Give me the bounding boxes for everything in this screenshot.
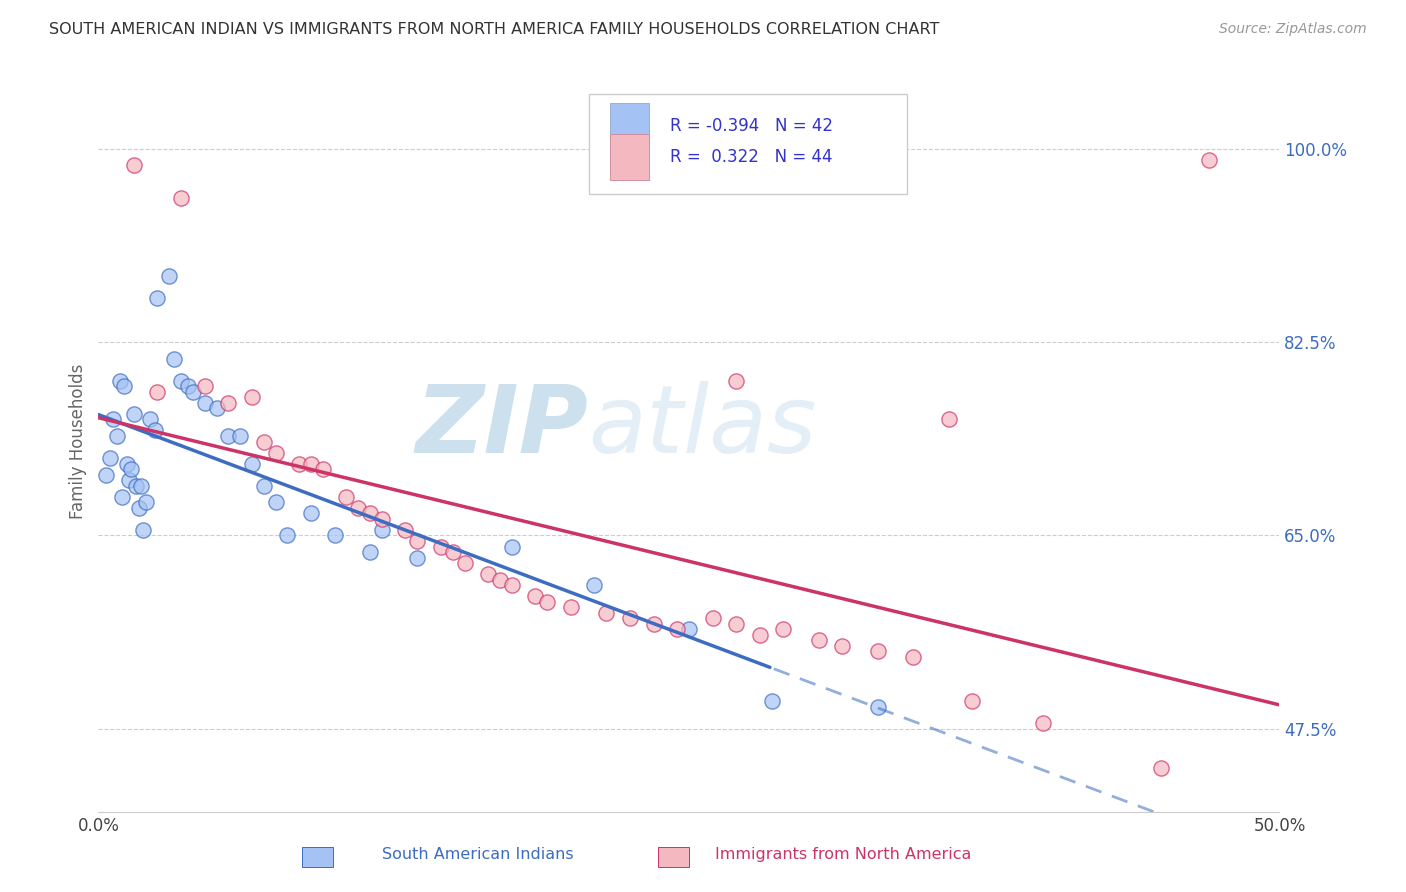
- Point: [1032, 716, 1054, 731]
- Point: [725, 616, 748, 631]
- Point: [501, 578, 523, 592]
- Text: atlas: atlas: [589, 381, 817, 472]
- Point: [371, 523, 394, 537]
- Point: [94, 467, 117, 482]
- Point: [406, 533, 429, 548]
- Text: R =  0.322   N = 44: R = 0.322 N = 44: [671, 148, 832, 166]
- Text: SOUTH AMERICAN INDIAN VS IMMIGRANTS FROM NORTH AMERICA FAMILY HOUSEHOLDS CORRELA: SOUTH AMERICAN INDIAN VS IMMIGRANTS FROM…: [49, 22, 939, 37]
- Point: [128, 500, 150, 515]
- Point: [135, 495, 157, 509]
- Point: [702, 611, 724, 625]
- Point: [524, 589, 547, 603]
- Point: [430, 540, 453, 554]
- Point: [101, 412, 124, 426]
- Point: [1150, 760, 1173, 774]
- Text: Immigrants from North America: Immigrants from North America: [716, 847, 972, 862]
- Point: [240, 390, 263, 404]
- Point: [253, 434, 276, 449]
- Point: [129, 479, 152, 493]
- Point: [181, 384, 204, 399]
- Point: [583, 578, 606, 592]
- Point: [761, 694, 783, 708]
- Point: [536, 595, 558, 609]
- Point: [105, 429, 128, 443]
- Point: [170, 374, 193, 388]
- Point: [477, 567, 499, 582]
- Point: [170, 191, 193, 205]
- Point: [121, 462, 143, 476]
- Point: [866, 644, 889, 658]
- Point: [115, 457, 138, 471]
- Point: [125, 479, 148, 493]
- Point: [359, 545, 381, 559]
- Point: [229, 429, 252, 443]
- Point: [441, 545, 464, 559]
- Point: [157, 268, 180, 283]
- Point: [335, 490, 357, 504]
- Point: [643, 616, 665, 631]
- Y-axis label: Family Households: Family Households: [69, 364, 87, 519]
- Point: [371, 512, 394, 526]
- Point: [560, 600, 582, 615]
- Point: [194, 396, 217, 410]
- Point: [217, 429, 239, 443]
- Point: [748, 628, 770, 642]
- Point: [595, 606, 617, 620]
- Text: South American Indians: South American Indians: [382, 847, 574, 862]
- Point: [163, 351, 186, 366]
- Point: [276, 528, 298, 542]
- Point: [678, 623, 700, 637]
- Point: [264, 495, 287, 509]
- Point: [111, 490, 134, 504]
- Point: [903, 650, 925, 665]
- Point: [112, 379, 135, 393]
- Point: [217, 396, 239, 410]
- Text: ZIP: ZIP: [416, 381, 589, 473]
- Point: [146, 291, 169, 305]
- Point: [394, 523, 416, 537]
- Point: [725, 374, 748, 388]
- Point: [831, 639, 853, 653]
- Point: [489, 573, 512, 587]
- Point: [323, 528, 346, 542]
- FancyBboxPatch shape: [610, 103, 648, 149]
- Point: [938, 412, 960, 426]
- Point: [866, 699, 889, 714]
- Point: [146, 384, 169, 399]
- Point: [264, 445, 287, 459]
- Point: [501, 540, 523, 554]
- FancyBboxPatch shape: [610, 135, 648, 180]
- Point: [240, 457, 263, 471]
- Point: [132, 523, 155, 537]
- Point: [619, 611, 641, 625]
- Point: [1198, 153, 1220, 167]
- Text: Source: ZipAtlas.com: Source: ZipAtlas.com: [1219, 22, 1367, 37]
- Point: [299, 507, 322, 521]
- Point: [253, 479, 276, 493]
- Point: [772, 623, 794, 637]
- Point: [406, 550, 429, 565]
- FancyBboxPatch shape: [589, 94, 907, 194]
- Point: [962, 694, 984, 708]
- Point: [177, 379, 200, 393]
- Point: [288, 457, 311, 471]
- Point: [312, 462, 335, 476]
- Point: [118, 473, 141, 487]
- Point: [143, 424, 166, 438]
- Point: [807, 633, 830, 648]
- Point: [299, 457, 322, 471]
- Point: [347, 500, 370, 515]
- Point: [453, 556, 475, 570]
- Point: [359, 507, 381, 521]
- Point: [194, 379, 217, 393]
- Point: [98, 451, 121, 466]
- Point: [108, 374, 131, 388]
- Point: [139, 412, 162, 426]
- Text: R = -0.394   N = 42: R = -0.394 N = 42: [671, 117, 832, 136]
- Point: [205, 401, 228, 416]
- Point: [666, 623, 689, 637]
- Point: [122, 158, 145, 172]
- Point: [122, 407, 145, 421]
